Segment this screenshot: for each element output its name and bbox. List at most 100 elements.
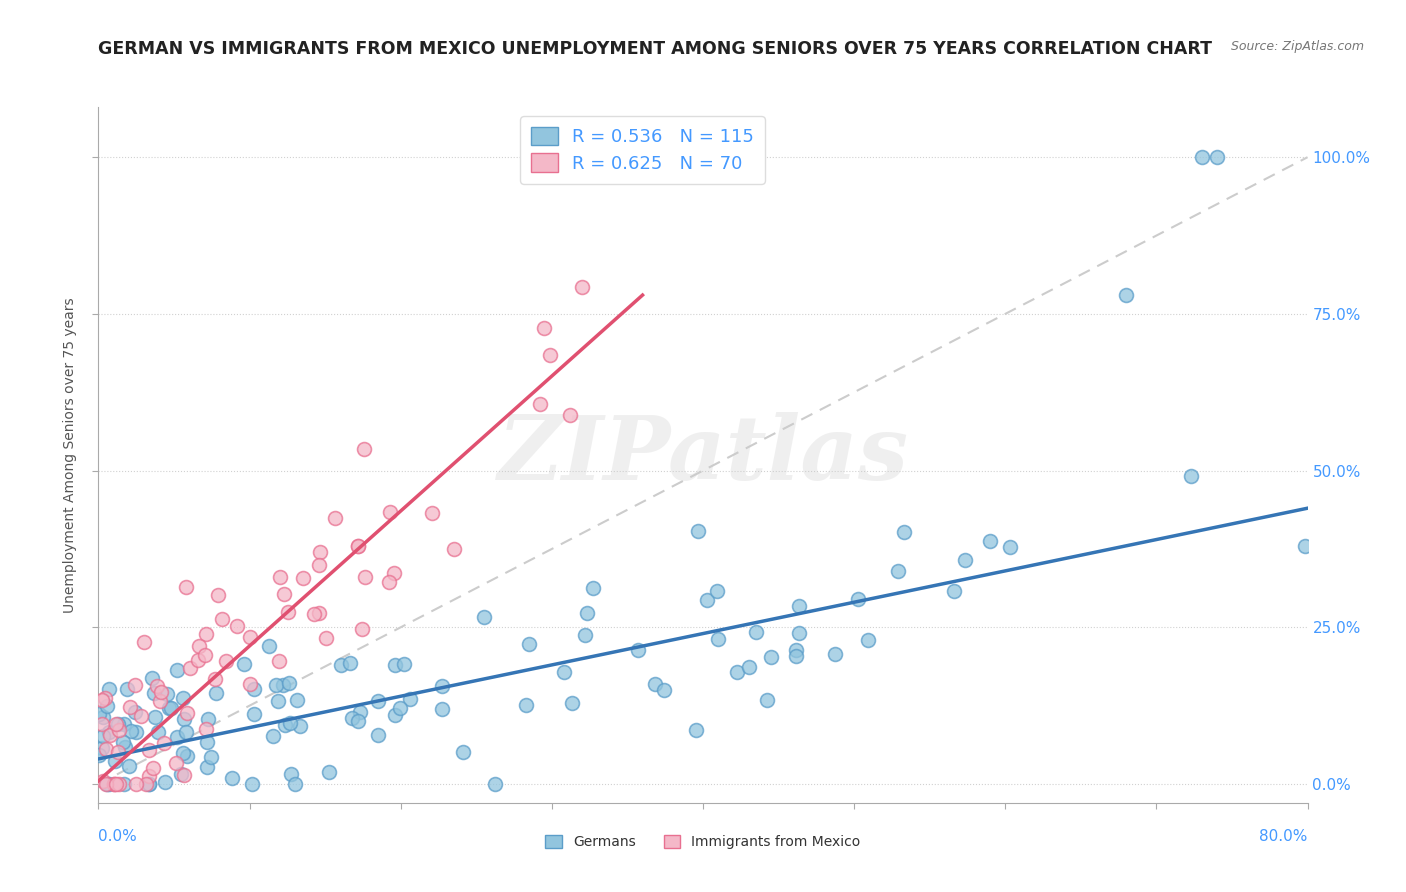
- Point: [108, 777, 131, 791]
- Point: [308, 558, 330, 572]
- Point: [150, 685, 173, 699]
- Point: [257, 640, 280, 654]
- Point: [474, 610, 496, 624]
- Point: [153, 775, 176, 789]
- Point: [239, 676, 262, 690]
- Text: Source: ZipAtlas.com: Source: ZipAtlas.com: [1230, 40, 1364, 54]
- Point: [204, 672, 226, 686]
- Point: [785, 648, 807, 663]
- Point: [349, 705, 371, 719]
- Point: [277, 605, 299, 619]
- Point: [153, 736, 176, 750]
- Point: [98, 725, 121, 739]
- Point: [388, 701, 411, 715]
- Point: [761, 650, 783, 665]
- Point: [1294, 539, 1316, 553]
- Point: [91, 729, 114, 743]
- Point: [174, 724, 197, 739]
- Point: [125, 777, 148, 791]
- Point: [574, 628, 596, 642]
- Point: [347, 539, 370, 553]
- Point: [280, 766, 302, 780]
- Point: [627, 642, 650, 657]
- Point: [120, 700, 142, 714]
- Point: [696, 592, 718, 607]
- Point: [1191, 150, 1213, 164]
- Text: 80.0%: 80.0%: [1260, 829, 1308, 844]
- Point: [262, 729, 284, 743]
- Point: [138, 777, 160, 791]
- Point: [367, 694, 389, 708]
- Text: ZIPatlas: ZIPatlas: [498, 412, 908, 498]
- Point: [176, 706, 198, 720]
- Point: [432, 679, 454, 693]
- Point: [273, 718, 295, 732]
- Point: [141, 671, 163, 685]
- Point: [166, 664, 188, 678]
- Point: [399, 692, 422, 706]
- Point: [107, 716, 129, 731]
- Legend: Germans, Immigrants from Mexico: Germans, Immigrants from Mexico: [540, 830, 866, 855]
- Point: [87, 707, 110, 722]
- Point: [176, 749, 198, 764]
- Point: [104, 777, 127, 791]
- Point: [173, 713, 195, 727]
- Point: [125, 725, 148, 739]
- Point: [652, 682, 675, 697]
- Point: [824, 647, 846, 661]
- Point: [264, 678, 287, 692]
- Point: [384, 708, 406, 723]
- Point: [725, 665, 748, 679]
- Point: [90, 741, 112, 756]
- Point: [197, 712, 219, 726]
- Point: [517, 637, 540, 651]
- Point: [90, 693, 112, 707]
- Point: [787, 599, 810, 614]
- Point: [98, 777, 121, 791]
- Point: [100, 728, 122, 742]
- Point: [93, 710, 115, 724]
- Point: [112, 777, 135, 791]
- Point: [96, 777, 118, 791]
- Point: [142, 761, 165, 775]
- Point: [392, 657, 415, 672]
- Point: [318, 765, 340, 780]
- Point: [239, 630, 262, 644]
- Point: [998, 541, 1021, 555]
- Point: [756, 693, 779, 707]
- Point: [515, 698, 537, 712]
- Point: [278, 675, 301, 690]
- Point: [120, 723, 142, 738]
- Point: [384, 657, 406, 672]
- Point: [571, 280, 593, 294]
- Point: [269, 570, 291, 584]
- Point: [166, 730, 188, 744]
- Point: [114, 739, 136, 754]
- Text: 0.0%: 0.0%: [98, 829, 138, 844]
- Point: [353, 442, 375, 456]
- Point: [193, 648, 215, 662]
- Point: [232, 657, 254, 671]
- Point: [955, 553, 977, 567]
- Point: [159, 701, 181, 715]
- Point: [157, 700, 180, 714]
- Point: [706, 583, 728, 598]
- Point: [145, 679, 167, 693]
- Point: [942, 584, 965, 599]
- Point: [380, 505, 402, 519]
- Point: [194, 723, 217, 737]
- Point: [200, 749, 222, 764]
- Point: [89, 747, 111, 762]
- Point: [285, 692, 308, 706]
- Point: [553, 665, 575, 680]
- Point: [149, 694, 172, 708]
- Point: [846, 592, 869, 607]
- Point: [329, 657, 352, 672]
- Point: [97, 682, 120, 697]
- Point: [138, 743, 160, 757]
- Point: [339, 657, 361, 671]
- Point: [738, 660, 761, 674]
- Point: [156, 687, 179, 701]
- Point: [226, 618, 249, 632]
- Point: [207, 588, 229, 602]
